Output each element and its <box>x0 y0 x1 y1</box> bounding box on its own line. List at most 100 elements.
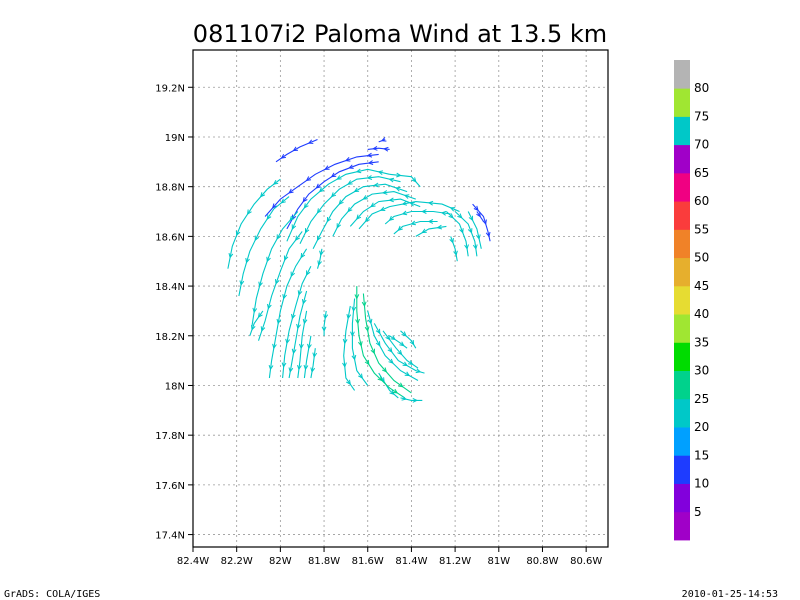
streamline <box>446 211 469 257</box>
streamline-arrowhead <box>260 326 266 332</box>
colorbar-segment <box>674 427 690 456</box>
streamline-arrowhead <box>235 230 241 237</box>
streamline-arrowhead <box>276 318 282 325</box>
colorbar-segment <box>674 455 690 484</box>
y-tick-label: 18.8N <box>155 183 185 194</box>
streamline <box>251 211 299 326</box>
streamline-arrowhead <box>283 255 289 262</box>
colorbar-segment <box>674 257 690 287</box>
streamline-arrowhead <box>316 208 322 214</box>
streamline <box>384 210 451 225</box>
colorbar-segment <box>674 398 690 428</box>
streamline <box>299 176 401 245</box>
streamline <box>310 348 316 379</box>
streamline-arrowhead <box>315 183 321 189</box>
streamline-arrowhead <box>403 194 410 199</box>
streamline-arrowhead <box>342 338 348 345</box>
streamline <box>343 305 356 391</box>
streamline <box>238 196 290 297</box>
streamline <box>367 147 390 150</box>
streamline-arrowhead <box>449 207 456 212</box>
colorbar-segment <box>674 144 690 174</box>
streamline-arrowhead <box>411 177 417 183</box>
y-tick-label: 19.2N <box>155 83 185 94</box>
colorbar-label: 5 <box>694 505 702 519</box>
streamline <box>286 168 390 242</box>
streamline <box>249 310 264 336</box>
streamline-arrowhead <box>427 219 434 224</box>
streamline-arrowhead <box>427 200 434 206</box>
streamline-arrowhead <box>401 210 408 216</box>
streamline <box>454 211 478 257</box>
streamline-arrowhead <box>297 364 302 371</box>
x-tick-label: 81.2W <box>439 556 471 567</box>
streamline <box>288 290 308 379</box>
streamline-arrowhead <box>299 343 304 350</box>
streamline <box>378 372 399 399</box>
streamline-arrowhead <box>449 238 454 244</box>
streamline-arrowhead <box>402 361 409 367</box>
streamline-arrowhead <box>415 368 422 374</box>
streamline-arrowhead <box>295 235 300 242</box>
streamline-arrowhead <box>472 244 478 250</box>
colorbar-segment <box>674 201 690 230</box>
streamline-arrowhead <box>300 252 306 259</box>
streamline <box>389 335 408 349</box>
colorbar-label: 25 <box>694 392 709 406</box>
streamline-arrowhead <box>336 223 342 229</box>
colorbar-segment <box>674 314 690 343</box>
streamline-arrowhead <box>355 318 360 325</box>
streamline-arrowhead <box>385 334 391 341</box>
streamline-arrowhead <box>348 164 354 169</box>
streamline-arrowhead <box>280 153 286 159</box>
streamline <box>323 310 327 336</box>
streamline-arrowhead <box>276 234 282 240</box>
streamline-arrowhead <box>353 187 360 193</box>
streamline-arrowhead <box>305 176 312 182</box>
streamline-arrowhead <box>399 341 405 347</box>
streamline-arrowhead <box>302 318 308 325</box>
streamline-arrowhead <box>382 367 388 373</box>
streamline-arrowhead <box>346 313 352 320</box>
streamline-arrowhead <box>239 280 245 286</box>
colorbar-label: 35 <box>694 335 709 349</box>
streamlines <box>227 137 491 403</box>
streamline-arrowhead <box>372 145 378 151</box>
streamline-arrowhead <box>326 216 332 223</box>
streamline-arrowhead <box>312 352 318 359</box>
colorbar-label: 55 <box>694 222 709 236</box>
streamline-arrowhead <box>302 197 308 203</box>
colorbar-segment <box>674 370 690 400</box>
streamline-arrowhead <box>281 362 287 368</box>
streamline-arrowhead <box>291 224 297 230</box>
streamline-arrowhead <box>324 165 330 170</box>
streamline-arrowhead <box>351 306 357 313</box>
streamline-arrowhead <box>377 170 384 175</box>
streamline-arrowhead <box>289 215 295 222</box>
y-tick-label: 18.2N <box>155 332 185 343</box>
y-tick-label: 18N <box>165 381 185 392</box>
colorbar-label: 65 <box>694 166 709 180</box>
streamline-arrowhead <box>364 359 370 366</box>
streamline-arrowhead <box>367 318 373 325</box>
y-tick-label: 19N <box>165 133 185 144</box>
streamline-arrowhead <box>398 382 404 388</box>
streamline-arrowhead <box>377 376 383 382</box>
chart-title: 081107i2 Paloma Wind at 13.5 km <box>193 20 607 48</box>
streamline-arrowhead <box>401 331 407 337</box>
colorbar-segment <box>674 116 690 146</box>
streamline-arrowhead <box>361 301 367 308</box>
x-tick-label: 81.8W <box>308 556 340 567</box>
streamline-arrowhead <box>401 201 408 206</box>
streamline-arrowhead <box>370 348 375 355</box>
streamline-arrowhead <box>388 177 395 183</box>
streamline-arrowhead <box>364 326 370 332</box>
colorbar-label: 70 <box>694 138 709 152</box>
y-tick-label: 17.8N <box>155 431 185 442</box>
streamline-arrowhead <box>254 235 260 242</box>
colorbar-segment <box>674 511 690 541</box>
colorbar-label: 40 <box>694 307 709 321</box>
colorbar-label: 60 <box>694 194 709 208</box>
streamline-arrowhead <box>296 323 301 330</box>
streamline-arrowhead <box>258 281 263 288</box>
